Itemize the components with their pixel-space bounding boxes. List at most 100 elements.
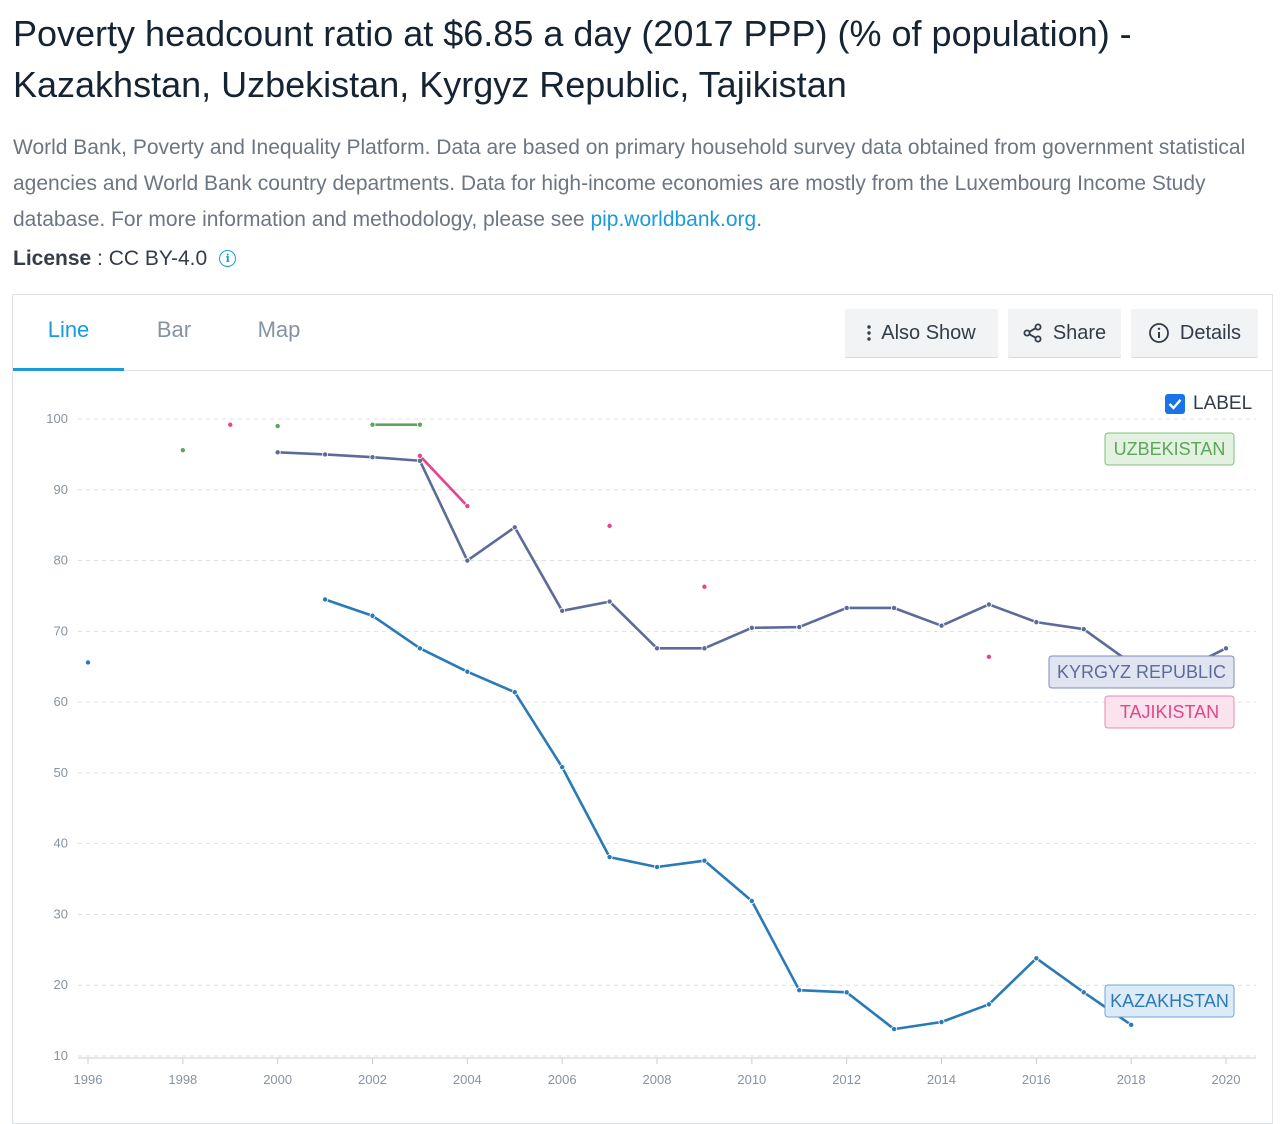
x-tick-label: 2000: [263, 1072, 292, 1087]
series-kyrgyz-republic: [274, 449, 1230, 675]
data-point: [654, 864, 661, 871]
x-tick-label: 2004: [453, 1072, 482, 1087]
series-tajikistan: [227, 421, 992, 660]
x-tick-label: 2012: [832, 1072, 861, 1087]
data-point: [891, 1026, 898, 1033]
data-point: [1080, 989, 1087, 996]
series-label-kyrgyz-republic: KYRGYZ REPUBLIC: [1048, 655, 1235, 689]
tab-bar[interactable]: Bar: [156, 317, 192, 342]
series-label-uzbekistan: UZBEKISTAN: [1104, 432, 1235, 466]
page-title: Poverty headcount ratio at $6.85 a day (…: [13, 13, 1132, 105]
data-point: [559, 607, 566, 614]
also-show-label: Also Show: [881, 321, 976, 344]
y-tick-label: 30: [54, 906, 68, 921]
data-point: [322, 451, 329, 458]
series-label-kazakhstan: KAZAKHSTAN: [1104, 984, 1235, 1018]
chart-tabs: Line Bar Map Also Show Share Details: [13, 295, 1272, 371]
label-checkbox[interactable]: [1165, 394, 1185, 414]
data-point: [464, 503, 471, 510]
license-value: CC BY-4.0: [108, 247, 208, 270]
data-point: [464, 557, 471, 564]
series-line: [324, 598, 1132, 1031]
data-point: [606, 598, 613, 605]
x-tick-label: 2020: [1212, 1072, 1241, 1087]
license-label: License: [13, 247, 92, 270]
series-label-box: [1104, 432, 1235, 466]
series-label-text: TAJIKISTAN: [1120, 702, 1219, 722]
license-separator: :: [91, 247, 109, 270]
label-toggle[interactable]: LABEL: [1165, 393, 1252, 415]
description-suffix: .: [756, 208, 763, 231]
x-tick-label: 2010: [737, 1072, 766, 1087]
x-tick-label: 2018: [1117, 1072, 1146, 1087]
data-point: [1033, 955, 1040, 962]
y-tick-label: 70: [54, 623, 68, 638]
more-vertical-icon: [867, 325, 871, 341]
data-point: [654, 645, 661, 652]
data-point: [938, 1019, 945, 1026]
series-label-box: [1104, 695, 1235, 729]
y-tick-label: 80: [54, 553, 68, 568]
data-point: [1033, 619, 1040, 626]
data-point: [843, 989, 850, 996]
series-uzbekistan: [179, 421, 423, 454]
source-link[interactable]: pip.worldbank.org: [590, 208, 757, 231]
data-point: [416, 421, 423, 428]
series-label-text: KYRGYZ REPUBLIC: [1057, 662, 1226, 682]
data-point: [369, 421, 376, 428]
share-icon: [1023, 323, 1043, 343]
data-point: [416, 645, 423, 652]
checkmark-icon: [1168, 399, 1182, 410]
chart-panel: Line Bar Map Also Show Share Details LAB…: [12, 294, 1273, 1124]
data-point: [796, 987, 803, 994]
x-tick-label: 2008: [643, 1072, 672, 1087]
license-row: License : CC BY-4.0 i: [13, 243, 237, 275]
grid-layer: [78, 418, 1256, 1057]
data-point: [85, 659, 92, 666]
series-label-box: [1104, 984, 1235, 1018]
data-point: [179, 447, 186, 454]
y-tick-label: 20: [54, 977, 68, 992]
data-point: [511, 524, 518, 531]
data-point: [274, 423, 281, 430]
data-point: [511, 689, 518, 696]
info-icon[interactable]: i: [219, 250, 237, 267]
axis-layer: 10 20 30 40 50 60 70 80 90 100 1996 1998 2000 2002 200…: [46, 411, 1256, 1087]
details-label: Details: [1179, 321, 1242, 344]
data-point: [985, 1001, 992, 1008]
details-button[interactable]: Details: [1131, 309, 1258, 357]
tab-line[interactable]: Line: [13, 295, 124, 371]
x-tick-label: 2016: [1022, 1072, 1051, 1087]
data-point: [606, 854, 613, 861]
data-point: [1128, 1021, 1135, 1028]
x-tick-label: 2014: [927, 1072, 956, 1087]
also-show-button[interactable]: Also Show: [845, 309, 998, 357]
y-tick-label: 10: [54, 1048, 68, 1063]
data-point: [227, 421, 234, 428]
data-point: [985, 601, 992, 608]
data-point: [748, 897, 755, 904]
y-tick-label: 50: [54, 765, 68, 780]
data-point: [701, 645, 708, 652]
data-point: [369, 454, 376, 461]
y-tick-label: 60: [54, 694, 68, 709]
x-tick-label: 2002: [358, 1072, 387, 1087]
x-tick-label: 2006: [548, 1072, 577, 1087]
label-layer: UZBEKISTAN KYRGYZ REPUBLIC TAJIKISTAN KAZAK…: [1048, 432, 1235, 1018]
data-point: [369, 612, 376, 619]
data-point: [1223, 645, 1230, 652]
data-point: [843, 604, 850, 611]
share-button[interactable]: Share: [1008, 309, 1121, 357]
data-point: [559, 764, 566, 771]
series-kazakhstan: [85, 596, 1135, 1033]
tab-map[interactable]: Map: [257, 317, 301, 342]
series-line: [277, 450, 1227, 673]
series-line: [418, 454, 469, 507]
data-point: [1080, 626, 1087, 633]
y-tick-label: 90: [54, 482, 68, 497]
data-point: [322, 596, 329, 603]
data-point: [985, 653, 992, 660]
source-description: World Bank, Poverty and Inequality Platf…: [13, 130, 1253, 238]
label-toggle-text: LABEL: [1193, 393, 1253, 414]
